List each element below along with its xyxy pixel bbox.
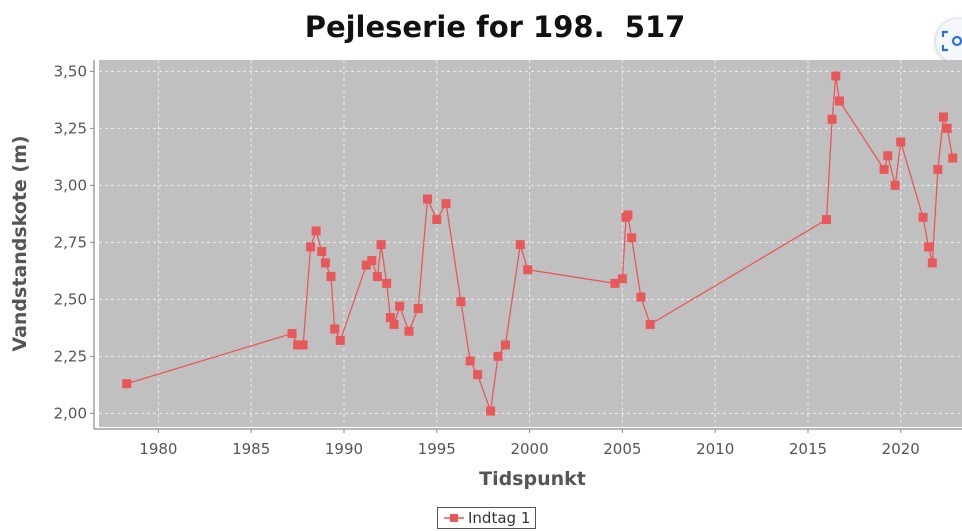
data-point (890, 180, 900, 190)
y-tick-label: 2,25 (54, 347, 87, 365)
data-point (376, 240, 386, 250)
data-point (486, 406, 496, 416)
data-point (623, 210, 633, 220)
data-point (404, 326, 414, 336)
x-tick-label: 2000 (510, 440, 548, 458)
data-point (827, 114, 837, 124)
data-point (500, 340, 510, 350)
data-point (896, 137, 906, 147)
data-point (456, 297, 466, 307)
data-point (413, 303, 423, 313)
x-tick-label: 2015 (789, 440, 827, 458)
x-axis-label: Tidspunkt (479, 468, 586, 490)
data-point (287, 329, 297, 339)
x-tick-label: 1985 (232, 440, 270, 458)
data-point (335, 335, 345, 345)
x-tick-label: 2005 (603, 440, 641, 458)
legend-swatch-icon (444, 514, 464, 522)
x-tick-label: 1995 (418, 440, 456, 458)
chart-legend: Indtag 1 (437, 507, 537, 529)
data-point (122, 379, 132, 389)
data-point (942, 123, 952, 133)
data-point (293, 340, 303, 350)
y-tick-label: 2,50 (54, 290, 87, 308)
data-point (927, 258, 937, 268)
data-point (835, 96, 845, 106)
data-point (320, 258, 330, 268)
y-tick-label: 3,00 (54, 176, 87, 194)
data-point (432, 215, 442, 225)
data-point (610, 278, 620, 288)
zoom-fit-icon (941, 30, 962, 52)
y-tick-label: 3,50 (54, 62, 87, 80)
data-point (306, 242, 316, 252)
data-point (317, 246, 327, 256)
x-tick-label: 1980 (139, 440, 177, 458)
y-tick-label: 2,00 (54, 404, 87, 422)
data-point (924, 242, 934, 252)
data-point (372, 272, 382, 282)
data-point (627, 233, 637, 243)
data-point (617, 274, 627, 284)
data-point (933, 164, 943, 174)
data-point (298, 340, 308, 350)
data-point (389, 319, 399, 329)
data-point (918, 212, 928, 222)
data-point (311, 226, 321, 236)
data-point (326, 272, 336, 282)
data-point (422, 194, 432, 204)
data-point (330, 324, 340, 334)
axes (93, 60, 962, 430)
x-tick-label: 2020 (882, 440, 920, 458)
series-points-indtag-1 (122, 71, 958, 416)
y-axis-ticks: 2,00 2,25 2,50 2,75 3,00 3,25 3,50 (54, 62, 94, 422)
data-point (831, 71, 841, 81)
chart-title: Pejleserie for 198. 517 (304, 10, 686, 44)
data-point (879, 164, 889, 174)
data-point (645, 319, 655, 329)
y-axis-label: Vandstandskote (m) (9, 135, 31, 351)
data-point (395, 301, 405, 311)
data-point (441, 199, 451, 209)
data-point (385, 313, 395, 323)
y-tick-label: 2,75 (54, 233, 87, 251)
data-point (636, 292, 646, 302)
data-point (938, 112, 948, 122)
data-point (883, 151, 893, 161)
plot-area (99, 60, 962, 427)
data-point (473, 370, 483, 380)
data-point (465, 356, 475, 366)
data-point (382, 278, 392, 288)
data-point (493, 351, 503, 361)
data-point (367, 256, 377, 266)
data-point (948, 153, 958, 163)
grid-lines (99, 60, 962, 427)
y-tick-label: 3,25 (54, 119, 87, 137)
x-tick-label: 1990 (325, 440, 363, 458)
data-point (515, 240, 525, 250)
data-point (523, 265, 533, 275)
data-point (361, 260, 371, 270)
x-tick-label: 2010 (696, 440, 734, 458)
x-axis-ticks: 1980 1985 1990 1995 2000 2005 2010 2015 2020 (139, 429, 920, 458)
series-line-indtag-1 (126, 75, 954, 412)
legend-label-indtag-1: Indtag 1 (468, 509, 531, 527)
data-point (822, 215, 832, 225)
